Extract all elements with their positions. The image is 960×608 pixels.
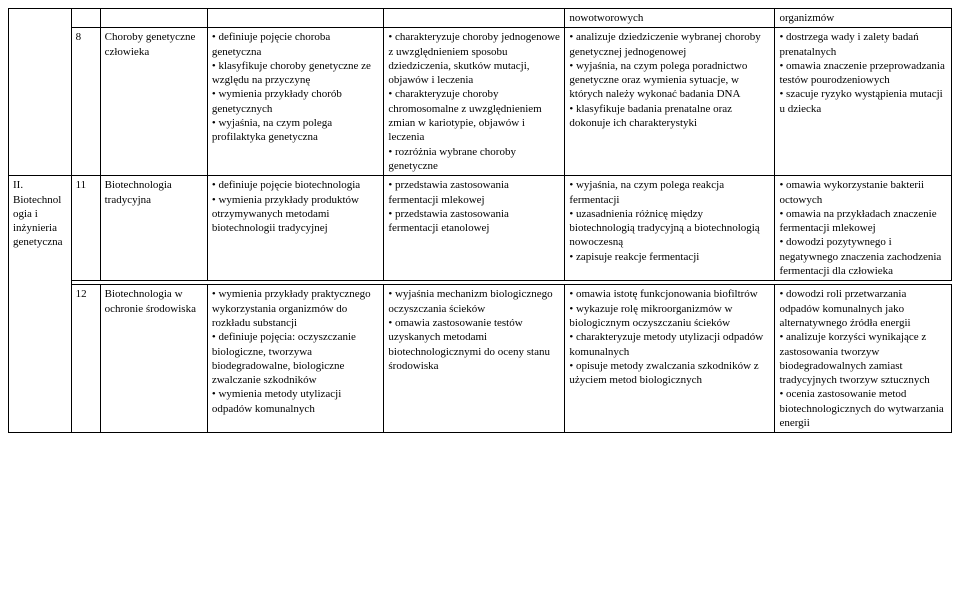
row-c3: • wyjaśnia, na czym polega reakcja ferme… — [565, 176, 775, 281]
row-c3: • analizuje dziedziczenie wybranej choro… — [565, 28, 775, 176]
header-num — [71, 9, 100, 28]
row-number: 8 — [71, 28, 100, 176]
row-topic: Biotechnologia tradycyjna — [100, 176, 207, 281]
header-c2 — [384, 9, 565, 28]
row-number: 11 — [71, 176, 100, 281]
row-c4: • dostrzega wady i zalety badań prenatal… — [775, 28, 952, 176]
row-c1: • definiuje pojęcie choroba genetyczna• … — [207, 28, 384, 176]
header-c3: nowotworowych — [565, 9, 775, 28]
row-c3: • omawia istotę funkcjonowania biofiltró… — [565, 285, 775, 433]
curriculum-table: nowotworowych organizmów 8 Choroby genet… — [8, 8, 952, 433]
section-cell: II. Biotechnologia i inżynieria genetycz… — [9, 176, 72, 433]
header-row: nowotworowych organizmów — [9, 9, 952, 28]
header-c4: organizmów — [775, 9, 952, 28]
section-cell-empty — [9, 9, 72, 176]
header-c1 — [207, 9, 384, 28]
row-c1: • definiuje pojęcie biotechnologia• wymi… — [207, 176, 384, 281]
header-topic — [100, 9, 207, 28]
row-c2: • charakteryzuje choroby jednogenowe z u… — [384, 28, 565, 176]
table-row: 8 Choroby genetyczne człowieka • definiu… — [9, 28, 952, 176]
row-c4: • omawia wykorzystanie bakterii octowych… — [775, 176, 952, 281]
row-topic: Choroby genetyczne człowieka — [100, 28, 207, 176]
row-c4: • dowodzi roli przetwarzania odpadów kom… — [775, 285, 952, 433]
table-row: 12 Biotechnologia w ochronie środowiska … — [9, 285, 952, 433]
row-c1: • wymienia przykłady praktycznego wykorz… — [207, 285, 384, 433]
row-number: 12 — [71, 285, 100, 433]
row-topic: Biotechnologia w ochronie środowiska — [100, 285, 207, 433]
row-c2: • wyjaśnia mechanizm biologicznego oczys… — [384, 285, 565, 433]
table-row: II. Biotechnologia i inżynieria genetycz… — [9, 176, 952, 281]
row-c2: • przedstawia zastosowania fermentacji m… — [384, 176, 565, 281]
